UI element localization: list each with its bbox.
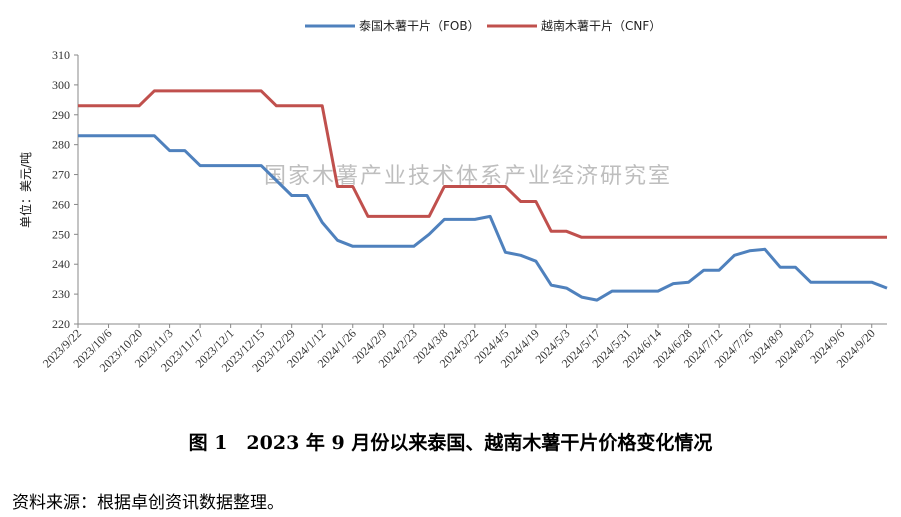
y-tick-label: 290 [52, 108, 70, 122]
y-tick-label: 310 [52, 48, 70, 62]
series-lines [78, 89, 888, 302]
series-line-vietnam [78, 89, 887, 239]
series-line-thailand [78, 134, 888, 302]
y-tick-label: 280 [52, 138, 70, 152]
watermark: 国家木薯产业技术体系产业经济研究室 [264, 164, 672, 189]
price-line-chart: 泰国木薯干片（FOB） 越南木薯干片（CNF） 国家木薯产业技术体系产业经济研究… [18, 18, 888, 375]
y-tick-label: 230 [52, 287, 70, 301]
figure-caption: 图 1 2023 年 9 月份以来泰国、越南木薯干片价格变化情况 [188, 432, 713, 454]
y-axis-label: 单位：美元/吨 [18, 152, 33, 228]
y-tick-label: 270 [52, 168, 70, 182]
y-tick-label: 240 [52, 257, 70, 271]
chart-legend: 泰国木薯干片（FOB） 越南木薯干片（CNF） [305, 18, 661, 33]
y-tick-label: 260 [52, 197, 70, 211]
y-tick-label: 220 [52, 317, 70, 331]
axes: 2202302402502602702802903003102023/9/222… [40, 48, 887, 375]
y-tick-label: 250 [52, 227, 70, 241]
legend-label-thailand: 泰国木薯干片（FOB） [359, 19, 480, 33]
legend-label-vietnam: 越南木薯干片（CNF） [541, 18, 661, 33]
source-note: 资料来源：根据卓创资讯数据整理。 [12, 493, 284, 513]
y-tick-label: 300 [52, 78, 70, 92]
